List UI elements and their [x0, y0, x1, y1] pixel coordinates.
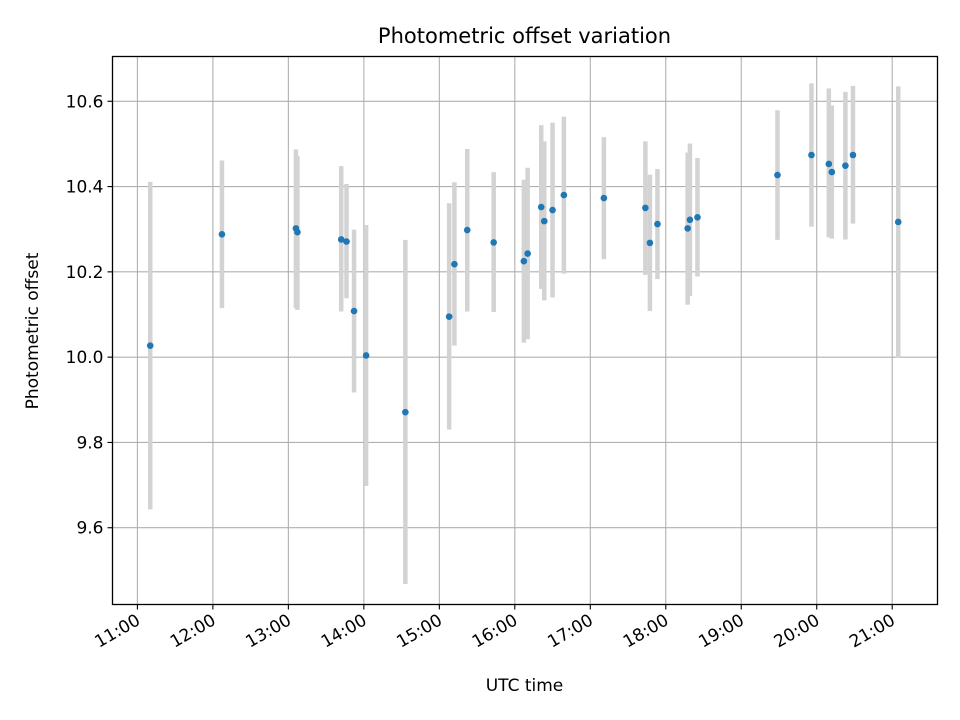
- data-point: [600, 194, 608, 202]
- data-points: [146, 151, 902, 416]
- data-point: [294, 228, 301, 236]
- grid-lines: [112, 56, 938, 605]
- data-point: [362, 352, 370, 359]
- data-point: [646, 239, 654, 247]
- data-point: [520, 257, 528, 265]
- data-point: [540, 217, 548, 225]
- data-point: [350, 307, 358, 315]
- y-tick-label: 10.4: [66, 178, 104, 198]
- data-point: [337, 236, 345, 243]
- data-point: [894, 218, 902, 226]
- data-point: [808, 151, 815, 159]
- data-point: [849, 151, 857, 159]
- data-point: [402, 408, 409, 416]
- data-point: [560, 191, 568, 199]
- data-point: [451, 260, 458, 268]
- data-point: [828, 168, 836, 176]
- y-tick-label: 9.6: [76, 519, 103, 539]
- chart-title: Photometric offset variation: [378, 24, 671, 48]
- data-point: [686, 216, 694, 224]
- y-tick-label: 10.2: [66, 263, 104, 283]
- y-tick-label: 10.0: [66, 348, 104, 368]
- data-point: [218, 231, 226, 238]
- data-point: [825, 160, 833, 168]
- data-point: [654, 220, 661, 228]
- x-axis-title: UTC time: [486, 676, 564, 696]
- y-axis-title: Photometric offset: [23, 252, 43, 409]
- data-point: [684, 225, 691, 232]
- data-point: [524, 250, 531, 257]
- data-point: [774, 171, 781, 179]
- y-tick-label: 9.8: [76, 433, 103, 453]
- y-axis-ticks: 9.6 9.8 10.0 10.2 10.4 10.6: [66, 92, 113, 539]
- data-point: [490, 239, 497, 246]
- y-tick-label: 10.6: [66, 92, 104, 112]
- data-point: [537, 203, 545, 211]
- data-point: [445, 313, 453, 320]
- data-point: [842, 162, 849, 169]
- data-point: [146, 342, 154, 349]
- data-point: [343, 238, 350, 245]
- data-point: [694, 213, 701, 221]
- data-point: [463, 226, 471, 234]
- data-point: [642, 204, 649, 212]
- plot-frame: [111, 55, 939, 606]
- data-point: [549, 206, 556, 214]
